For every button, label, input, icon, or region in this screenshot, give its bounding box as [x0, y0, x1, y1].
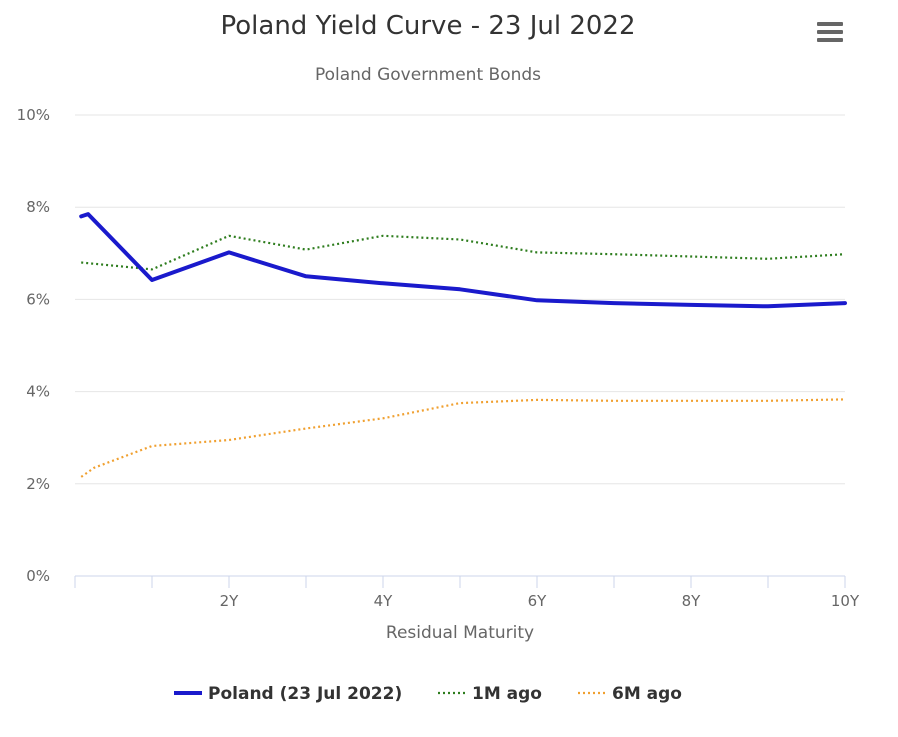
- x-tick-label: 8Y: [682, 592, 702, 610]
- y-tick-label: 6%: [26, 290, 50, 308]
- x-axis: [74, 575, 846, 588]
- legend-item-2[interactable]: 6M ago: [578, 684, 682, 704]
- chart-legend: Poland (23 Jul 2022) 1M ago 6M ago: [174, 684, 682, 704]
- chart-subtitle: Poland Government Bonds: [315, 65, 541, 85]
- series-line-2: [80, 398, 846, 478]
- y-tick-label: 4%: [26, 383, 50, 401]
- x-tick-label: 2Y: [220, 592, 240, 610]
- x-tick-label: 10Y: [831, 592, 860, 610]
- series-line-1: [81, 234, 846, 271]
- grid-lines: [75, 114, 845, 485]
- series-line-0: [79, 212, 847, 309]
- x-tick-label: 6Y: [528, 592, 548, 610]
- y-tick-label: 8%: [26, 198, 50, 216]
- x-axis-tick-labels: 2Y 4Y 6Y 8Y 10Y: [220, 592, 860, 610]
- legend-label: Poland (23 Jul 2022): [208, 684, 402, 704]
- chart-title: Poland Yield Curve - 23 Jul 2022: [221, 11, 636, 41]
- hamburger-bar: [817, 22, 843, 26]
- y-tick-label: 0%: [26, 567, 50, 585]
- y-tick-label: 10%: [17, 106, 50, 124]
- x-axis-title: Residual Maturity: [386, 623, 534, 643]
- hamburger-bar: [817, 38, 843, 42]
- legend-label: 1M ago: [472, 684, 542, 704]
- legend-item-1[interactable]: 1M ago: [438, 684, 542, 704]
- y-axis-tick-labels: 0% 2% 4% 6% 8% 10%: [17, 106, 50, 585]
- y-tick-label: 2%: [26, 475, 50, 493]
- x-tick-label: 4Y: [374, 592, 394, 610]
- chart-menu-button[interactable]: [812, 16, 848, 46]
- hamburger-bar: [817, 30, 843, 34]
- hamburger-menu-icon[interactable]: [817, 22, 843, 42]
- series-lines: [79, 212, 847, 478]
- legend-item-0[interactable]: Poland (23 Jul 2022): [174, 684, 402, 704]
- legend-label: 6M ago: [612, 684, 682, 704]
